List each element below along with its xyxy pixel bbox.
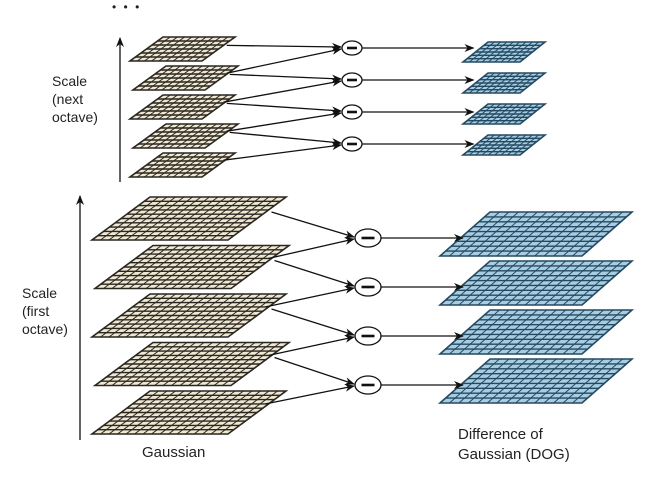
gaussian-plane: [92, 341, 292, 387]
gaussian-plane: [89, 293, 289, 338]
subtract-operator: [341, 40, 363, 56]
dog-plane: [437, 211, 635, 257]
dog-plane: [460, 72, 548, 94]
first-octave-label: Scale (first octave): [22, 284, 68, 338]
gaussian-to-subtract-arrow: [265, 285, 355, 308]
dog-plane: [460, 41, 548, 63]
label-line: Scale: [22, 285, 58, 301]
subtract-operator: [354, 277, 382, 297]
label-line: octave): [22, 321, 68, 337]
dog-plane: [437, 358, 635, 404]
gaussian-label: Gaussian: [142, 444, 206, 461]
gaussian-to-subtract-arrow: [223, 78, 342, 103]
label-line: Difference of: [458, 426, 543, 443]
gaussian-plane: [127, 152, 238, 178]
gaussian-plane: [130, 65, 241, 91]
gaussian-plane: [127, 36, 238, 62]
ellipsis: • • •: [112, 0, 142, 14]
gaussian-plane: [127, 94, 238, 120]
gaussian-to-subtract-arrow: [265, 383, 355, 405]
subtract-operator: [341, 104, 363, 120]
label-line: (first: [22, 303, 50, 319]
dog-plane: [460, 103, 548, 125]
subtract-operator: [341, 72, 363, 88]
gaussian-to-subtract-arrow: [271, 211, 355, 239]
gaussian-plane: [92, 244, 292, 290]
gaussian-to-subtract-arrow: [274, 259, 355, 288]
gaussian-to-subtract-arrow: [271, 308, 355, 337]
gaussian-to-subtract-arrow: [268, 237, 355, 260]
label-line: octave): [52, 109, 98, 125]
label-line: Scale: [52, 73, 88, 89]
gaussian-plane: [89, 390, 289, 435]
gaussian-to-subtract-arrow: [226, 102, 342, 115]
subtract-operator: [354, 375, 382, 395]
dog-label: Difference of Gaussian (DOG): [458, 425, 570, 465]
gaussian-to-subtract-arrow: [226, 110, 342, 132]
gaussian-to-subtract-arrow: [229, 73, 342, 83]
label-line: Gaussian (DOG): [458, 446, 570, 463]
dog-plane: [437, 309, 635, 355]
dog-plane: [437, 260, 635, 306]
subtract-operator: [354, 326, 382, 346]
gaussian-to-subtract-arrow: [268, 334, 355, 357]
gaussian-plane: [89, 196, 289, 241]
subtract-operator: [354, 228, 382, 248]
gaussian-to-subtract-arrow: [223, 142, 342, 161]
next-octave-label: Scale (next octave): [52, 72, 98, 126]
subtract-operator: [341, 136, 363, 152]
dog-plane: [460, 134, 548, 156]
gaussian-to-subtract-arrow: [274, 356, 355, 385]
gaussian-to-subtract-arrow: [226, 46, 342, 74]
gaussian-to-subtract-arrow: [229, 131, 342, 147]
label-line: (next: [52, 91, 84, 107]
gaussian-to-subtract-arrow: [226, 42, 342, 51]
gaussian-plane: [130, 123, 241, 149]
